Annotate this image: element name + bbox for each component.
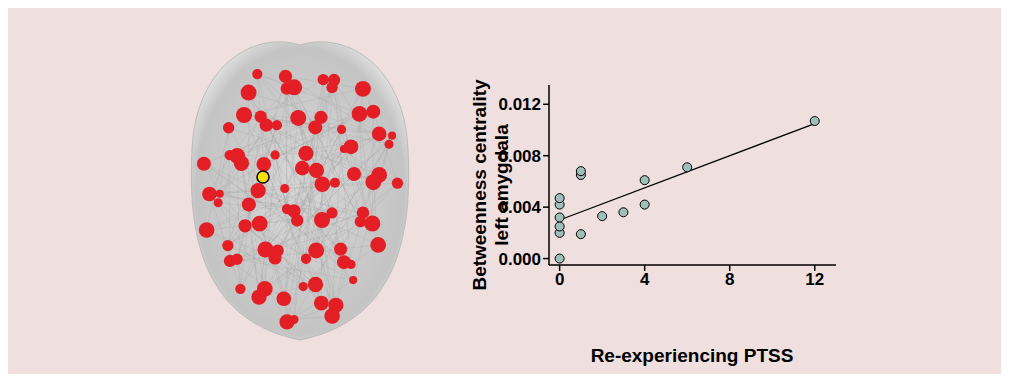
svg-text:left amygdala: left amygdala <box>491 124 512 246</box>
svg-text:0.008: 0.008 <box>498 147 541 166</box>
svg-text:0.012: 0.012 <box>498 95 541 114</box>
svg-text:0.004: 0.004 <box>498 198 541 217</box>
svg-text:Betweenness centrality: Betweenness centrality <box>469 79 490 291</box>
svg-text:0: 0 <box>555 270 564 289</box>
svg-text:8: 8 <box>725 270 734 289</box>
svg-text:12: 12 <box>805 270 824 289</box>
svg-text:Re-experiencing PTSS: Re-experiencing PTSS <box>591 345 794 366</box>
svg-text:4: 4 <box>640 270 650 289</box>
svg-text:0.000: 0.000 <box>498 250 541 269</box>
